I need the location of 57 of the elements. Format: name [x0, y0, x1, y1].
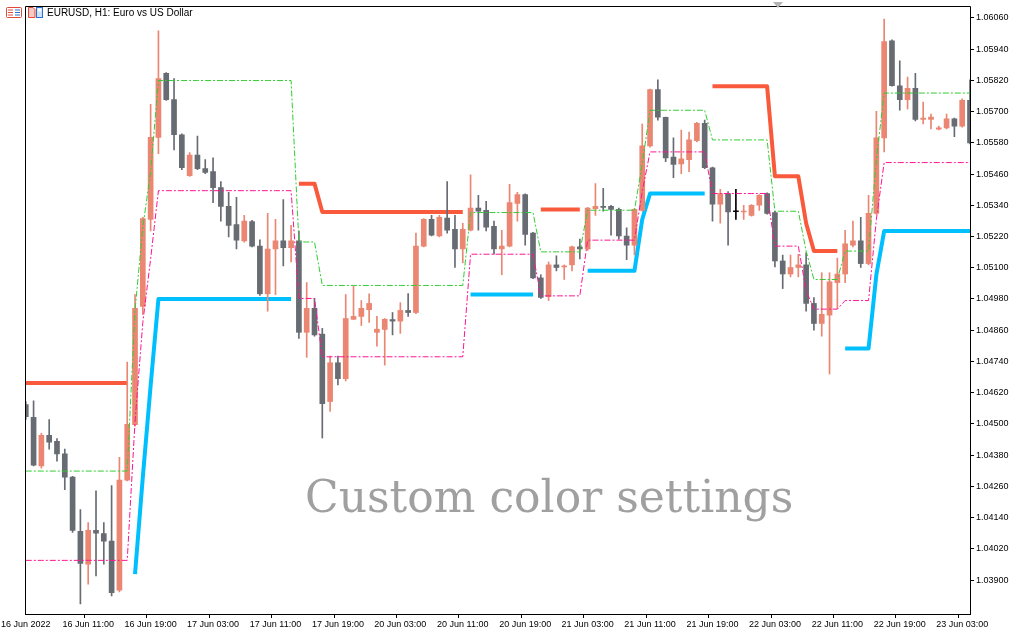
x-tick-label: 17 Jun 03:00 — [187, 618, 240, 629]
x-tick-label: 20 Jun 19:00 — [499, 618, 552, 629]
chart-title: EURUSD, H1: Euro vs US Dollar — [47, 7, 193, 19]
candlestick — [678, 129, 685, 175]
candlestick — [381, 318, 388, 366]
y-tick-label: 1.04260 — [976, 480, 1009, 491]
y-tick-label: 1.04740 — [976, 355, 1009, 366]
candlestick — [280, 199, 287, 267]
x-tick-label: 17 Jun 19:00 — [311, 618, 364, 629]
y-tick-label: 1.04980 — [976, 293, 1009, 304]
candlestick — [288, 224, 294, 263]
y-tick-label: 1.06060 — [976, 12, 1009, 23]
candlestick — [93, 490, 99, 577]
candlestick — [733, 189, 739, 220]
y-tick-label: 1.05820 — [976, 74, 1009, 85]
annotation: Custom color settings — [305, 471, 794, 522]
candlestick — [928, 113, 934, 130]
y-tick-label: 1.04380 — [976, 449, 1009, 460]
x-tick-label: 16 Jun 11:00 — [62, 618, 114, 629]
x-tick-label: 17 Jun 11:00 — [249, 618, 302, 629]
y-tick-label: 1.05700 — [976, 106, 1009, 117]
candlestick — [608, 204, 614, 236]
y-tick-label: 1.05340 — [976, 199, 1009, 210]
y-tick-label: 1.04500 — [976, 418, 1009, 429]
candlestick — [374, 316, 380, 347]
candlestick — [600, 188, 607, 212]
x-tick-label: 21 Jun 03:00 — [561, 618, 614, 629]
x-tick-label: 16 Jun 19:00 — [124, 618, 177, 629]
x-tick-label: 16 Jun 2022 — [1, 618, 51, 629]
candlestick — [100, 522, 107, 565]
candlestick — [920, 101, 927, 125]
y-tick-label: 1.05100 — [976, 262, 1009, 273]
candlestick — [818, 272, 825, 337]
candlestick — [405, 293, 411, 317]
y-tick-label: 1.05940 — [976, 43, 1009, 54]
y-tick-label: 1.04140 — [976, 512, 1009, 523]
y-tick-label: 1.05460 — [976, 168, 1009, 179]
x-tick-label: 21 Jun 11:00 — [624, 618, 676, 629]
y-tick-label: 1.03900 — [976, 574, 1009, 585]
candlestick — [444, 181, 450, 234]
x-tick-label: 22 Jun 03:00 — [748, 618, 801, 629]
candlestick — [498, 229, 505, 276]
x-tick-label: 20 Jun 03:00 — [374, 618, 427, 629]
x-tick-label: 22 Jun 11:00 — [811, 618, 864, 629]
line-series — [25, 80, 970, 472]
y-tick-label: 1.05220 — [976, 230, 1009, 241]
x-tick-label: 22 Jun 19:00 — [873, 618, 926, 629]
y-tick-label: 1.04860 — [976, 324, 1009, 335]
x-tick-label: 23 Jun 03:00 — [936, 618, 989, 629]
y-tick-label: 1.05580 — [976, 137, 1009, 148]
y-tick-label: 1.04020 — [976, 543, 1009, 554]
candlestick — [46, 419, 53, 450]
x-tick-label: 21 Jun 19:00 — [686, 618, 739, 629]
y-tick-label: 1.04620 — [976, 387, 1009, 398]
candlestick — [366, 293, 372, 323]
x-tick-label: 20 Jun 11:00 — [437, 618, 489, 629]
candlestick — [795, 253, 802, 278]
